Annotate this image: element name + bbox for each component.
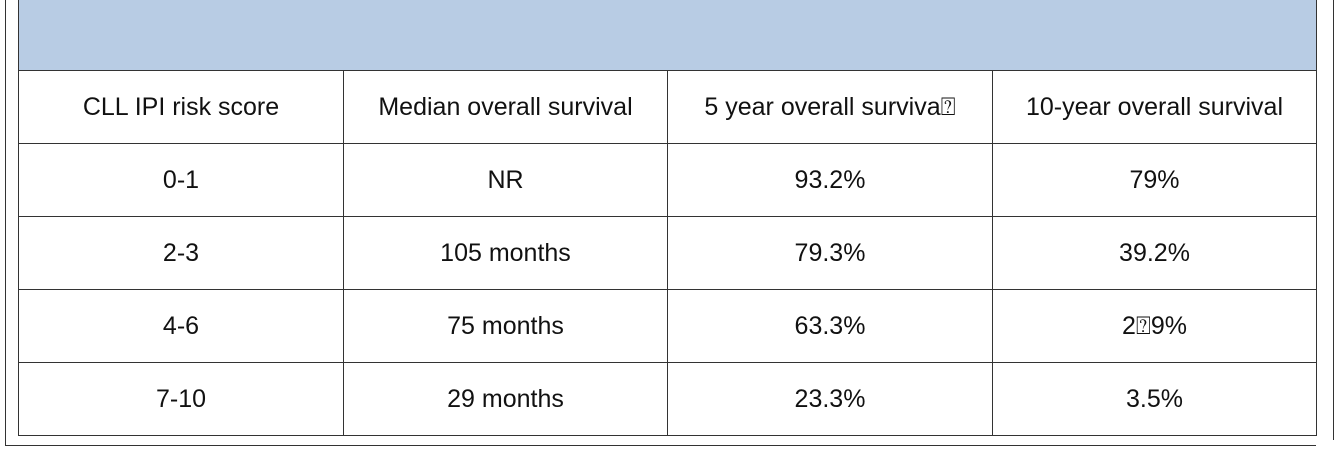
table-cell: 105 months	[343, 216, 668, 290]
table-cell: 79%	[992, 143, 1317, 217]
survival-table: CLL IPI risk score Median overall surviva…	[18, 0, 1317, 436]
table-cell: 23.3%	[667, 362, 993, 436]
table-cell: 0-1	[18, 143, 344, 217]
table-cell: 2-3	[18, 216, 344, 290]
column-header: 10-year overall survival	[992, 70, 1317, 144]
table-cell: 79.3%	[667, 216, 993, 290]
column-header: CLL IPI risk score	[18, 70, 344, 144]
data-row: 2-3 105 months 79.3% 39.2%	[18, 216, 1317, 290]
table-cell: 39.2%	[992, 216, 1317, 290]
table-cell: 75 months	[343, 289, 668, 363]
header-row: CLL IPI risk score Median overall surviva…	[18, 70, 1317, 144]
table-cell: 93.2%	[667, 143, 993, 217]
column-header: 5 year overall surviva⍰	[667, 70, 993, 144]
data-row: 4-6 75 months 63.3% 2⍰9%	[18, 289, 1317, 363]
table-cell: 29 months	[343, 362, 668, 436]
column-header: Median overall survival	[343, 70, 668, 144]
data-row: 0-1 NR 93.2% 79%	[18, 143, 1317, 217]
table-cell: 7-10	[18, 362, 344, 436]
table-cell: 2⍰9%	[992, 289, 1317, 363]
table-cell: NR	[343, 143, 668, 217]
outer-rule	[5, 0, 6, 445]
header-band	[18, 0, 1317, 71]
data-row: 7-10 29 months 23.3% 3.5%	[18, 362, 1317, 436]
outer-rule	[5, 445, 1316, 446]
table-cell: 4-6	[18, 289, 344, 363]
band-cell	[18, 0, 1317, 71]
table-cell: 3.5%	[992, 362, 1317, 436]
outer-rule	[1333, 0, 1334, 440]
table-cell: 63.3%	[667, 289, 993, 363]
